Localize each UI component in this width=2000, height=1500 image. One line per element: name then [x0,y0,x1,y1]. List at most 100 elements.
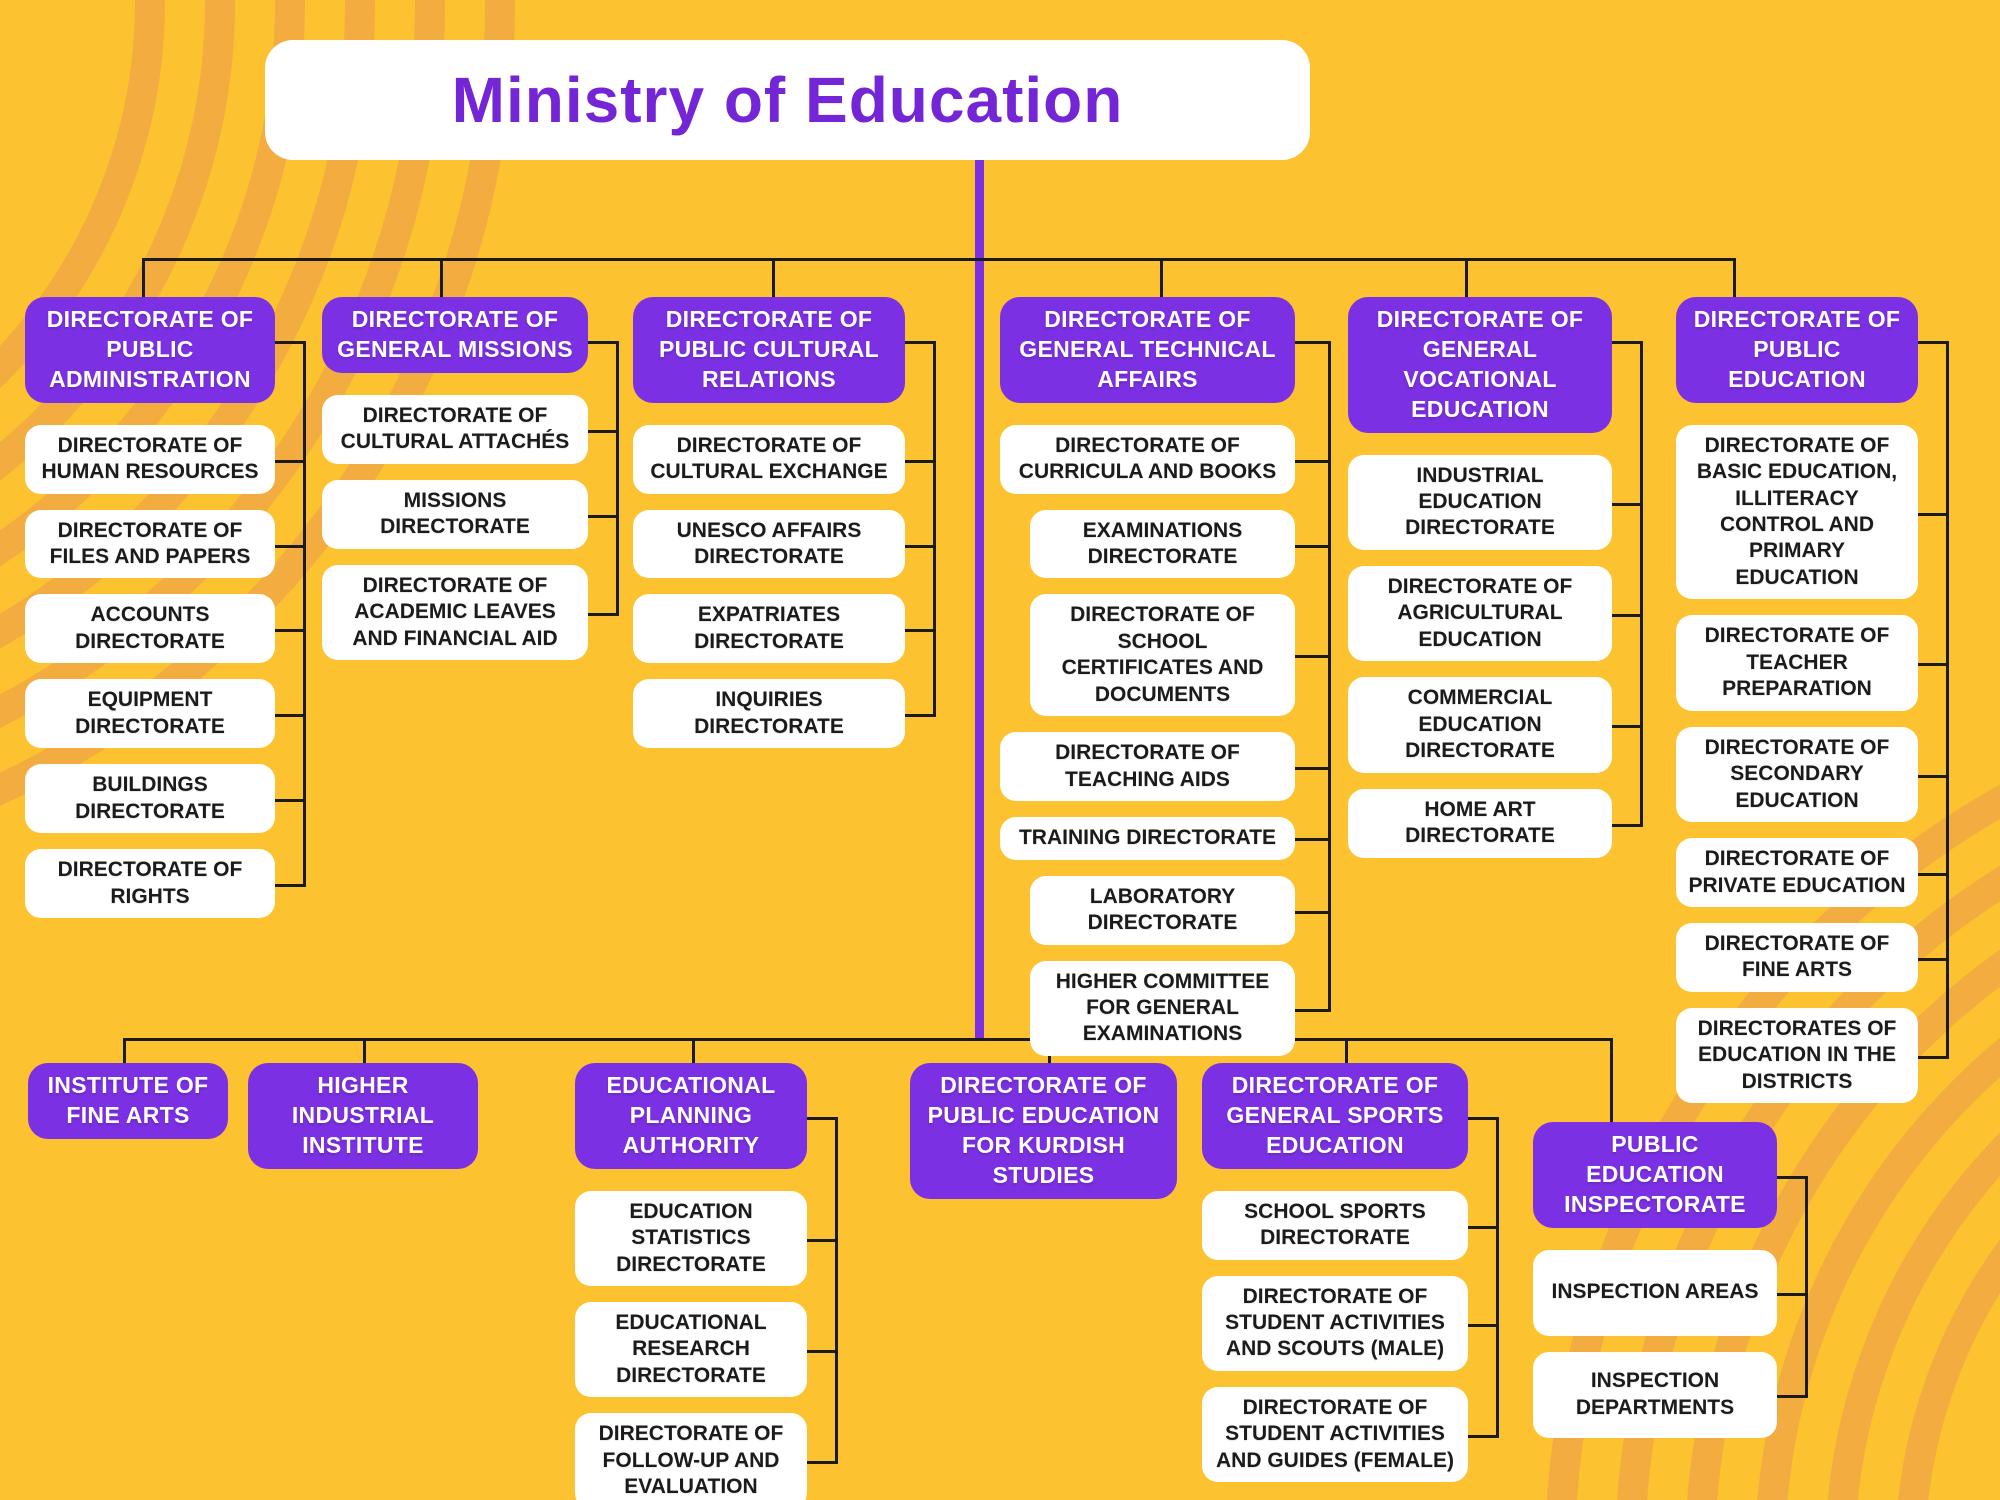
bracket-stub [269,459,303,463]
bracket-stub [1912,1055,1946,1059]
bottom-row-drop [692,1038,695,1067]
center-divider-line [975,158,984,1041]
bracket-spine [303,341,306,887]
bracket-stub [269,341,303,344]
sub-department-box-directorate-of-cultural-attach-s: DIRECTORATE OF CULTURAL ATTACHÉS [322,394,588,464]
sub-department-box-equipment-directorate: EQUIPMENT DIRECTORATE [25,679,275,749]
sub-department-box-home-art-directorate: HOME ART DIRECTORATE [1348,788,1612,858]
department-box-directorate-of-general-sports-education: DIRECTORATE OF GENERAL SPORTS EDUCATION [1202,1063,1468,1169]
sub-department-box-directorate-of-private-education: DIRECTORATE OF PRIVATE EDUCATION [1676,838,1918,908]
bracket-stub [1771,1395,1805,1398]
bracket-stub [1606,502,1640,506]
bracket-stub [582,429,616,433]
sub-department-box-directorate-of-curricula-and-books: DIRECTORATE OF CURRICULA AND BOOKS [1000,424,1295,494]
bracket-stub [1462,1117,1496,1120]
department-box-directorate-of-general-technical-affairs: DIRECTORATE OF GENERAL TECHNICAL AFFAIRS [1000,297,1295,403]
sub-department-box-commercial-education-directorate: COMMERCIAL EDUCATION DIRECTORATE [1348,677,1612,773]
sub-department-box-directorate-of-follow-up-and-evaluation: DIRECTORATE OF FOLLOW-UP AND EVALUATION [575,1413,807,1500]
department-box-institute-of-fine-arts: INSTITUTE OF FINE ARTS [28,1063,228,1139]
bracket-stub [1771,1176,1805,1179]
sub-department-box-directorate-of-fine-arts: DIRECTORATE OF FINE ARTS [1676,923,1918,992]
sub-department-box-directorate-of-rights: DIRECTORATE OF RIGHTS [25,849,275,919]
department-box-educational-planning-authority: EDUCATIONAL PLANNING AUTHORITY [575,1063,807,1169]
department-box-higher-industrial-institute: HIGHER INDUSTRIAL INSTITUTE [248,1063,478,1169]
bracket-stub [1912,957,1946,961]
department-box-public-education-inspectorate: PUBLIC EDUCATION INSPECTORATE [1533,1122,1777,1228]
sub-department-box-examinations-directorate: EXAMINATIONS DIRECTORATE [1030,509,1295,579]
bracket-stub [801,1117,835,1120]
sub-department-box-directorate-of-human-resources: DIRECTORATE OF HUMAN RESOURCES [25,424,275,494]
bracket-stub [1606,823,1640,827]
org-column-directorate-of-general-missions: DIRECTORATE OF GENERAL MISSIONS DIRECTORA… [322,297,588,660]
org-column-directorate-of-public-administration: DIRECTORATE OF PUBLIC ADMINISTRATION DIRE… [25,297,275,919]
bottom-row-drop [123,1038,126,1067]
bracket-spine [933,341,936,717]
sub-department-box-buildings-directorate: BUILDINGS DIRECTORATE [25,764,275,834]
bracket-stub [269,544,303,548]
bracket-stub [269,713,303,717]
bracket-stub [1912,774,1946,778]
top-row-drop [772,258,775,301]
sub-department-box-directorate-of-student-activities-and-sc: DIRECTORATE OF STUDENT ACTIVITIES AND SC… [1202,1275,1468,1371]
bracket-spine [1805,1176,1808,1398]
bottom-row-drop [363,1038,366,1067]
bracket-stub [1606,724,1640,728]
bracket-stub [269,798,303,802]
bracket-stub [899,628,933,632]
bracket-stub [899,544,933,548]
title-card: Ministry of Education [265,40,1310,160]
page-title: Ministry of Education [451,64,1124,136]
bracket-stub [582,341,616,344]
org-column-higher-industrial-institute: HIGHER INDUSTRIAL INSTITUTE [248,1063,478,1169]
sub-department-box-expatriates-directorate: EXPATRIATES DIRECTORATE [633,594,905,664]
sub-department-box-directorate-of-teaching-aids: DIRECTORATE OF TEACHING AIDS [1000,732,1295,802]
bracket-stub [582,612,616,616]
sub-department-box-directorate-of-academic-leaves-and-finan: DIRECTORATE OF ACADEMIC LEAVES AND FINAN… [322,564,588,660]
department-box-directorate-of-public-education: DIRECTORATE OF PUBLIC EDUCATION [1676,297,1918,403]
top-row-drop [1160,258,1163,301]
sub-department-box-industrial-education-directorate: INDUSTRIAL EDUCATION DIRECTORATE [1348,454,1612,550]
bracket-stub [801,1460,835,1464]
top-row-connector [142,258,1736,261]
sub-department-box-educational-research-directorate: EDUCATIONAL RESEARCH DIRECTORATE [575,1302,807,1398]
bracket-stub [1289,459,1328,463]
bracket-stub [1771,1293,1805,1296]
bracket-stub [1289,655,1328,658]
sub-department-box-directorate-of-student-activities-and-gu: DIRECTORATE OF STUDENT ACTIVITIES AND GU… [1202,1386,1468,1483]
sub-department-box-unesco-affairs-directorate: UNESCO AFFAIRS DIRECTORATE [633,509,905,579]
bracket-stub [899,713,933,717]
bracket-spine [835,1117,838,1464]
bracket-stub [269,628,303,632]
org-column-directorate-of-public-education-for-kurd: DIRECTORATE OF PUBLIC EDUCATION FOR KURD… [910,1063,1177,1199]
bracket-stub [1462,1323,1496,1327]
sub-department-box-inspection-areas: INSPECTION AREAS [1533,1249,1777,1336]
department-box-directorate-of-general-missions: DIRECTORATE OF GENERAL MISSIONS [322,297,588,373]
top-row-drop [440,258,443,301]
bracket-stub [1289,838,1328,841]
sub-department-box-directorates-of-education-in-the-distric: DIRECTORATES OF EDUCATION IN THE DISTRIC… [1676,1007,1918,1104]
top-row-drop [142,258,145,301]
top-row-drop [1465,258,1468,301]
sub-department-box-laboratory-directorate: LABORATORY DIRECTORATE [1030,875,1295,945]
sub-department-box-training-directorate: TRAINING DIRECTORATE [1000,817,1295,860]
bracket-stub [1606,341,1640,344]
sub-department-box-inquiries-directorate: INQUIRIES DIRECTORATE [633,679,905,749]
sub-department-box-inspection-departments: INSPECTION DEPARTMENTS [1533,1351,1777,1438]
bracket-stub [1289,766,1328,770]
department-box-directorate-of-public-education-for-kurd: DIRECTORATE OF PUBLIC EDUCATION FOR KURD… [910,1063,1177,1199]
bracket-stub [1912,872,1946,876]
sub-department-box-education-statistics-directorate: EDUCATION STATISTICS DIRECTORATE [575,1190,807,1287]
sub-department-box-directorate-of-cultural-exchange: DIRECTORATE OF CULTURAL EXCHANGE [633,424,905,494]
bottom-row-connector [123,1038,1613,1041]
sub-department-box-directorate-of-teacher-preparation: DIRECTORATE OF TEACHER PREPARATION [1676,615,1918,711]
bracket-stub [801,1238,835,1242]
bracket-spine [1496,1117,1499,1438]
org-column-directorate-of-general-sports-education: DIRECTORATE OF GENERAL SPORTS EDUCATION S… [1202,1063,1468,1483]
bracket-stub [1289,341,1328,344]
bracket-stub [1462,1225,1496,1229]
org-column-directorate-of-public-education: DIRECTORATE OF PUBLIC EDUCATION DIRECTORA… [1676,297,1918,1104]
sub-department-box-directorate-of-school-certificates-and-d: DIRECTORATE OF SCHOOL CERTIFICATES AND D… [1030,594,1295,717]
bracket-stub [1912,341,1946,344]
top-row-drop [1733,258,1736,301]
